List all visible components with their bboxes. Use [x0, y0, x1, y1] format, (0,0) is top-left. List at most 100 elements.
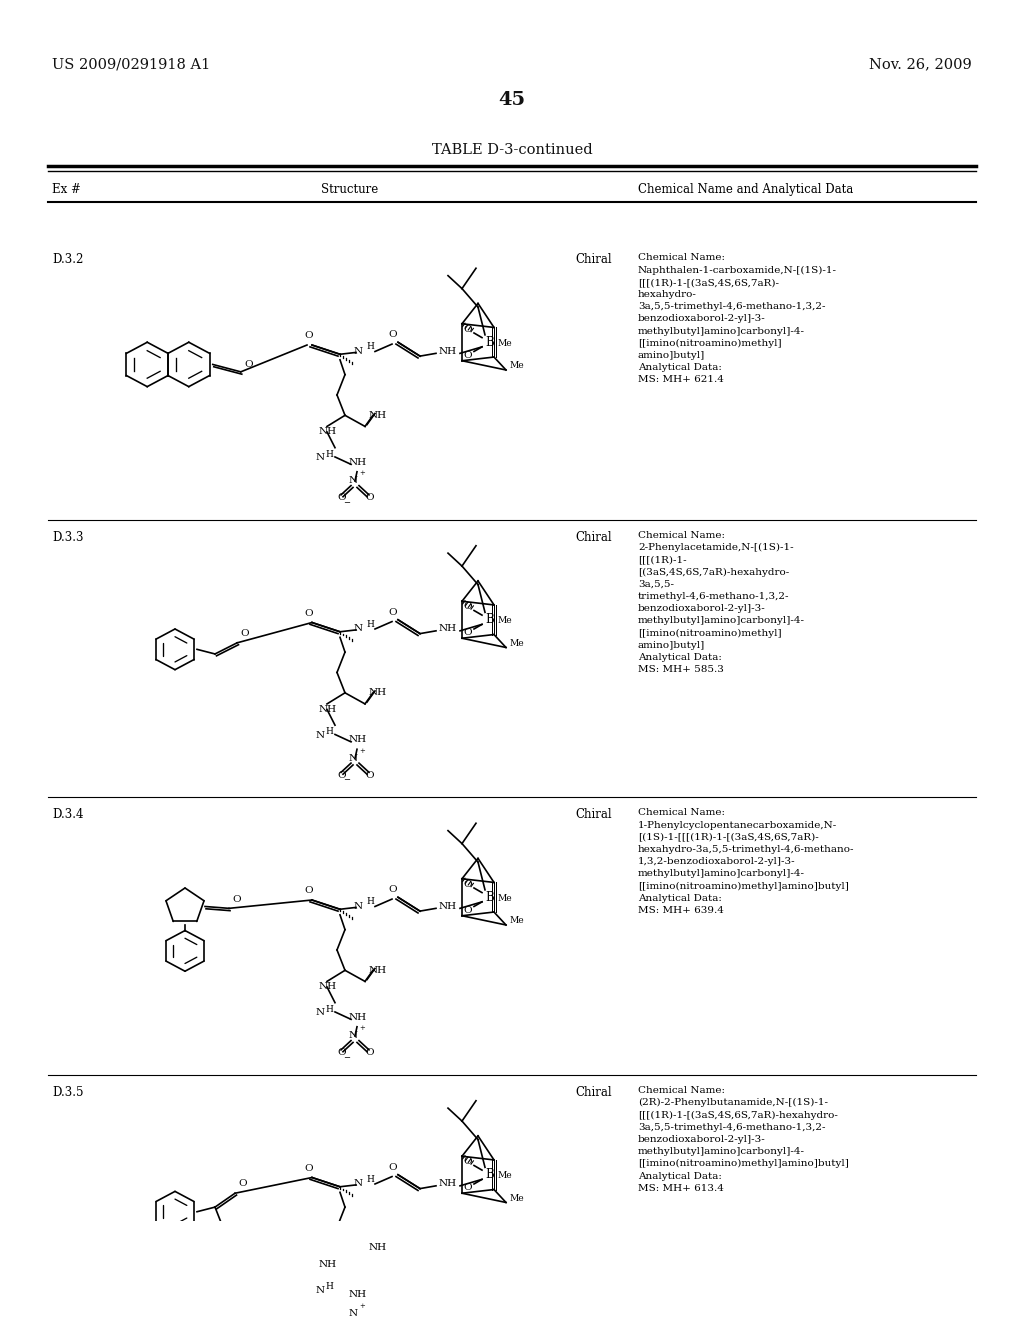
Text: Chiral: Chiral [575, 253, 611, 267]
Text: +: + [359, 1302, 365, 1309]
Text: +: + [359, 1024, 365, 1032]
Text: NH: NH [439, 1180, 457, 1188]
Text: NH: NH [369, 411, 387, 420]
Text: D.3.5: D.3.5 [52, 1086, 84, 1100]
Text: O: O [388, 886, 396, 895]
Text: N: N [353, 902, 362, 911]
Text: Structure: Structure [322, 183, 379, 197]
Text: N: N [353, 347, 362, 356]
Text: N: N [348, 477, 357, 486]
Text: O: O [388, 330, 396, 339]
Text: Chiral: Chiral [575, 1086, 611, 1100]
Text: Me: Me [510, 639, 524, 648]
Text: N: N [315, 1008, 325, 1018]
Text: NH: NH [349, 1291, 368, 1299]
Text: D.3.3: D.3.3 [52, 531, 84, 544]
Text: H: H [326, 450, 333, 458]
Text: TABLE D-3-continued: TABLE D-3-continued [432, 143, 592, 157]
Text: Me: Me [510, 362, 524, 370]
Text: O: O [337, 494, 346, 502]
Text: B: B [485, 335, 495, 348]
Text: N: N [315, 1286, 325, 1295]
Text: H: H [366, 620, 374, 628]
Text: O: O [464, 351, 472, 359]
Text: NH: NH [439, 347, 457, 356]
Text: B: B [485, 1168, 495, 1181]
Text: O: O [464, 325, 472, 334]
Text: Ex #: Ex # [52, 183, 81, 197]
Text: B: B [485, 891, 495, 904]
Text: +: + [359, 747, 365, 755]
Text: Me: Me [498, 894, 513, 903]
Text: 45: 45 [499, 91, 525, 108]
Text: −: − [343, 1055, 350, 1063]
Text: B: B [485, 614, 495, 626]
Text: H: H [326, 727, 333, 737]
Text: Me: Me [498, 1171, 513, 1180]
Text: NH: NH [349, 1012, 368, 1022]
Text: H: H [366, 1175, 374, 1184]
Text: N: N [348, 1031, 357, 1040]
Text: O: O [337, 1048, 346, 1057]
Text: O: O [464, 906, 472, 915]
Text: −: − [343, 499, 350, 507]
Text: N: N [348, 1309, 357, 1317]
Text: H: H [326, 1005, 333, 1014]
Text: O: O [240, 630, 249, 638]
Text: Chemical Name:
(2R)-2-Phenylbutanamide,N-[(1S)-1-
[[[(1R)-1-[(3aS,4S,6S,7aR)-hex: Chemical Name: (2R)-2-Phenylbutanamide,N… [638, 1086, 849, 1193]
Text: D.3.2: D.3.2 [52, 253, 83, 267]
Text: N: N [348, 754, 357, 763]
Text: O: O [238, 1180, 247, 1188]
Text: H: H [366, 898, 374, 907]
Text: NH: NH [319, 428, 337, 437]
Text: NH: NH [439, 902, 457, 911]
Text: O: O [304, 609, 312, 618]
Text: Nov. 26, 2009: Nov. 26, 2009 [869, 58, 972, 71]
Text: NH: NH [319, 1261, 337, 1269]
Text: N: N [315, 453, 325, 462]
Text: O: O [464, 602, 472, 611]
Text: O: O [365, 1048, 374, 1057]
Text: Me: Me [510, 1193, 524, 1203]
Text: D.3.4: D.3.4 [52, 808, 84, 821]
Text: O: O [232, 895, 241, 904]
Text: O: O [304, 1164, 312, 1172]
Text: Chemical Name and Analytical Data: Chemical Name and Analytical Data [638, 183, 853, 197]
Text: NH: NH [369, 1243, 387, 1253]
Text: O: O [388, 607, 396, 616]
Text: +: + [359, 470, 365, 478]
Text: −: − [343, 776, 350, 784]
Text: Me: Me [510, 916, 524, 925]
Text: Me: Me [498, 616, 513, 626]
Text: NH: NH [349, 458, 368, 467]
Text: Chiral: Chiral [575, 808, 611, 821]
Text: NH: NH [369, 966, 387, 974]
Text: Me: Me [498, 339, 513, 348]
Text: NH: NH [439, 624, 457, 634]
Text: H: H [366, 342, 374, 351]
Text: US 2009/0291918 A1: US 2009/0291918 A1 [52, 58, 210, 71]
Text: O: O [464, 628, 472, 638]
Text: O: O [337, 771, 346, 780]
Text: O: O [304, 331, 312, 341]
Text: Chemical Name:
2-Phenylacetamide,N-[(1S)-1-
[[[(1R)-1-
[(3aS,4S,6S,7aR)-hexahydr: Chemical Name: 2-Phenylacetamide,N-[(1S)… [638, 531, 805, 675]
Text: Chemical Name:
1-Phenylcyclopentanecarboxamide,N-
[(1S)-1-[[[(1R)-1-[(3aS,4S,6S,: Chemical Name: 1-Phenylcyclopentanecarbo… [638, 808, 854, 915]
Text: NH: NH [349, 735, 368, 744]
Text: O: O [365, 494, 374, 502]
Text: Chemical Name:
Naphthalen-1-carboxamide,N-[(1S)-1-
[[[(1R)-1-[(3aS,4S,6S,7aR)-
h: Chemical Name: Naphthalen-1-carboxamide,… [638, 253, 837, 384]
Text: N: N [315, 731, 325, 739]
Text: O: O [365, 771, 374, 780]
Text: O: O [388, 1163, 396, 1172]
Text: O: O [464, 1183, 472, 1192]
Text: O: O [245, 360, 253, 370]
Text: NH: NH [319, 982, 337, 991]
Text: H: H [326, 1282, 333, 1291]
Text: O: O [464, 1158, 472, 1167]
Text: O: O [304, 886, 312, 895]
Text: N: N [353, 624, 362, 634]
Text: NH: NH [369, 688, 387, 697]
Text: N: N [353, 1180, 362, 1188]
Text: O: O [464, 880, 472, 888]
Text: NH: NH [319, 705, 337, 714]
Text: Chiral: Chiral [575, 531, 611, 544]
